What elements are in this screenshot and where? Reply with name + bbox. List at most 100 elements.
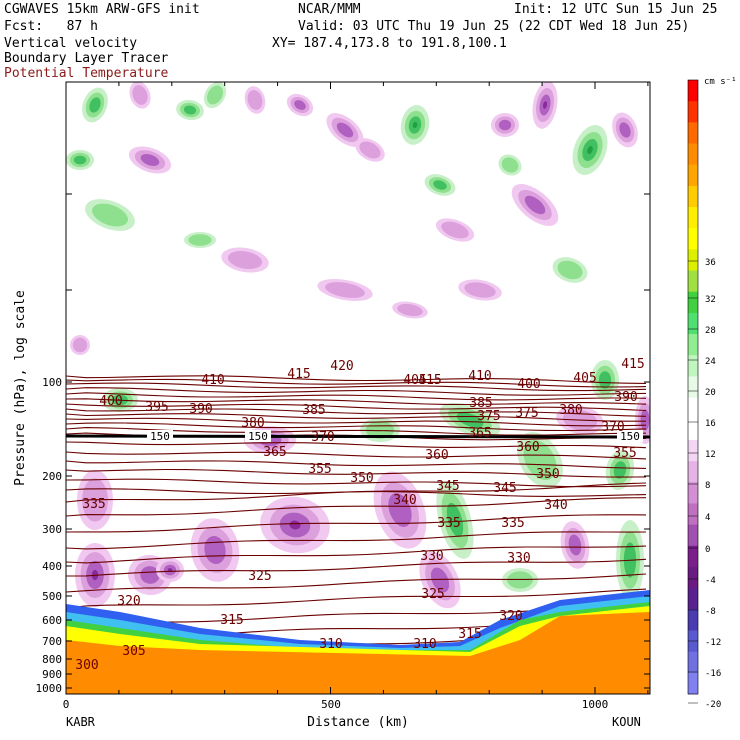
vv-cell — [498, 154, 522, 176]
terrain-fill — [66, 612, 650, 694]
colorbar-label: 16 — [705, 419, 716, 429]
theta-label: 415 — [621, 357, 644, 372]
theta-label: 365 — [468, 426, 491, 441]
vv-cell — [190, 518, 240, 582]
vv-contour — [73, 155, 87, 165]
vv-contour — [247, 90, 263, 110]
theta-label: 375 — [515, 406, 538, 421]
theta-contour — [66, 573, 647, 593]
vv-contour — [501, 157, 519, 173]
terrain-boundary-layer — [66, 590, 650, 694]
x-axis-title: Distance (km) — [307, 715, 409, 730]
theta-contour — [66, 378, 647, 388]
theta-contour — [66, 408, 647, 417]
colorbar-swatch — [688, 630, 698, 653]
cross-section-coords: XY= 187.4,173.8 to 191.8,100.1 — [272, 36, 507, 51]
colorbar-swatch — [688, 334, 698, 356]
vv-cell — [70, 335, 90, 355]
theta-label: 355 — [308, 462, 331, 477]
vv-contour — [640, 409, 650, 431]
theta-label: 380 — [559, 403, 582, 418]
tropopause-label: 150 — [620, 430, 640, 443]
theta-label: 410 — [468, 369, 491, 384]
y-tick-label: 100 — [42, 376, 62, 389]
colorbar-label: 8 — [705, 481, 710, 491]
colorbar-swatch — [688, 482, 698, 504]
vv-contour — [132, 85, 148, 105]
vv-cell — [400, 105, 430, 145]
theta-contour — [66, 417, 647, 427]
vv-contour — [464, 282, 496, 298]
colorbar-swatch — [688, 185, 698, 208]
colorbar: 36 32 28 24 20 16 12 8 4 0 -4 -8 -12 -16 -20 — [687, 79, 721, 710]
colorbar-swatch — [688, 143, 698, 166]
theta-label: 350 — [350, 471, 373, 486]
y-tick-label: 300 — [42, 523, 62, 536]
vv-contour — [227, 250, 263, 270]
vv-contour — [524, 195, 546, 215]
vv-contour — [507, 571, 533, 589]
theta-label: 330 — [420, 549, 443, 564]
theta-label: 315 — [220, 613, 243, 628]
theta-label: 365 — [263, 445, 286, 460]
vv-contour — [72, 337, 88, 353]
theta-label: 385 — [302, 403, 325, 418]
theta-label: 300 — [75, 658, 98, 673]
colorbar-label: -8 — [705, 607, 716, 617]
vv-cell — [156, 558, 184, 582]
vv-cell — [435, 218, 475, 242]
tropopause-line: 150 150 150 — [66, 430, 650, 443]
vv-contour — [388, 493, 412, 527]
theta-label: 335 — [82, 497, 105, 512]
theta-label: 345 — [493, 481, 516, 496]
vv-contour — [183, 105, 197, 115]
vv-contour — [619, 122, 631, 138]
vv-contour — [523, 439, 557, 481]
y-tick-label: 700 — [42, 635, 62, 648]
model-title: CGWAVES 15km ARW-GFS init — [4, 2, 200, 17]
x-tick-label: 500 — [321, 698, 341, 711]
x-tick-label: 1000 — [582, 698, 609, 711]
vv-cell — [419, 551, 461, 609]
theta-contour — [66, 375, 647, 384]
colorbar-swatch — [688, 439, 698, 462]
colorbar-label: 20 — [705, 388, 716, 398]
colorbar-swatch — [688, 609, 698, 631]
colorbar-swatch — [688, 376, 698, 399]
theta-contour — [66, 531, 647, 550]
x-right-endpoint: KOUN — [612, 715, 641, 729]
vv-cell — [66, 150, 94, 170]
colorbar-swatch — [688, 672, 698, 695]
theta-label: 380 — [241, 416, 264, 431]
y-tick-label: 400 — [42, 560, 62, 573]
colorbar-frame — [687, 79, 699, 695]
vv-contour — [188, 234, 212, 246]
theta-label: 335 — [501, 516, 524, 531]
vv-contour — [397, 303, 423, 317]
theta-label: 370 — [601, 420, 624, 435]
colorbar-swatch — [688, 291, 698, 314]
vv-contour — [433, 180, 447, 190]
theta-contour — [66, 398, 647, 406]
y-tick-label: 900 — [42, 668, 62, 681]
vertical-velocity-field — [66, 82, 650, 609]
theta-contour — [66, 514, 647, 533]
vv-cell — [286, 93, 314, 117]
theta-label: 305 — [122, 644, 145, 659]
theta-contour — [66, 403, 647, 412]
theta-contour — [66, 451, 647, 460]
theta-contour — [66, 478, 647, 488]
vv-cell — [612, 112, 638, 148]
vv-contour — [206, 85, 224, 105]
forecast-hour: Fcst: 87 h — [4, 19, 98, 34]
valid-time: Valid: 03 UTC Thu 19 Jun 25 (22 CDT Wed … — [298, 19, 690, 34]
vv-contour — [359, 141, 381, 159]
theta-label: 355 — [613, 446, 636, 461]
vv-contour — [325, 282, 365, 298]
vv-contour — [587, 145, 593, 155]
vv-cell — [317, 279, 373, 301]
colorbar-label: -20 — [705, 700, 721, 710]
vv-contour — [441, 221, 469, 239]
colorbar-swatch — [688, 461, 698, 483]
